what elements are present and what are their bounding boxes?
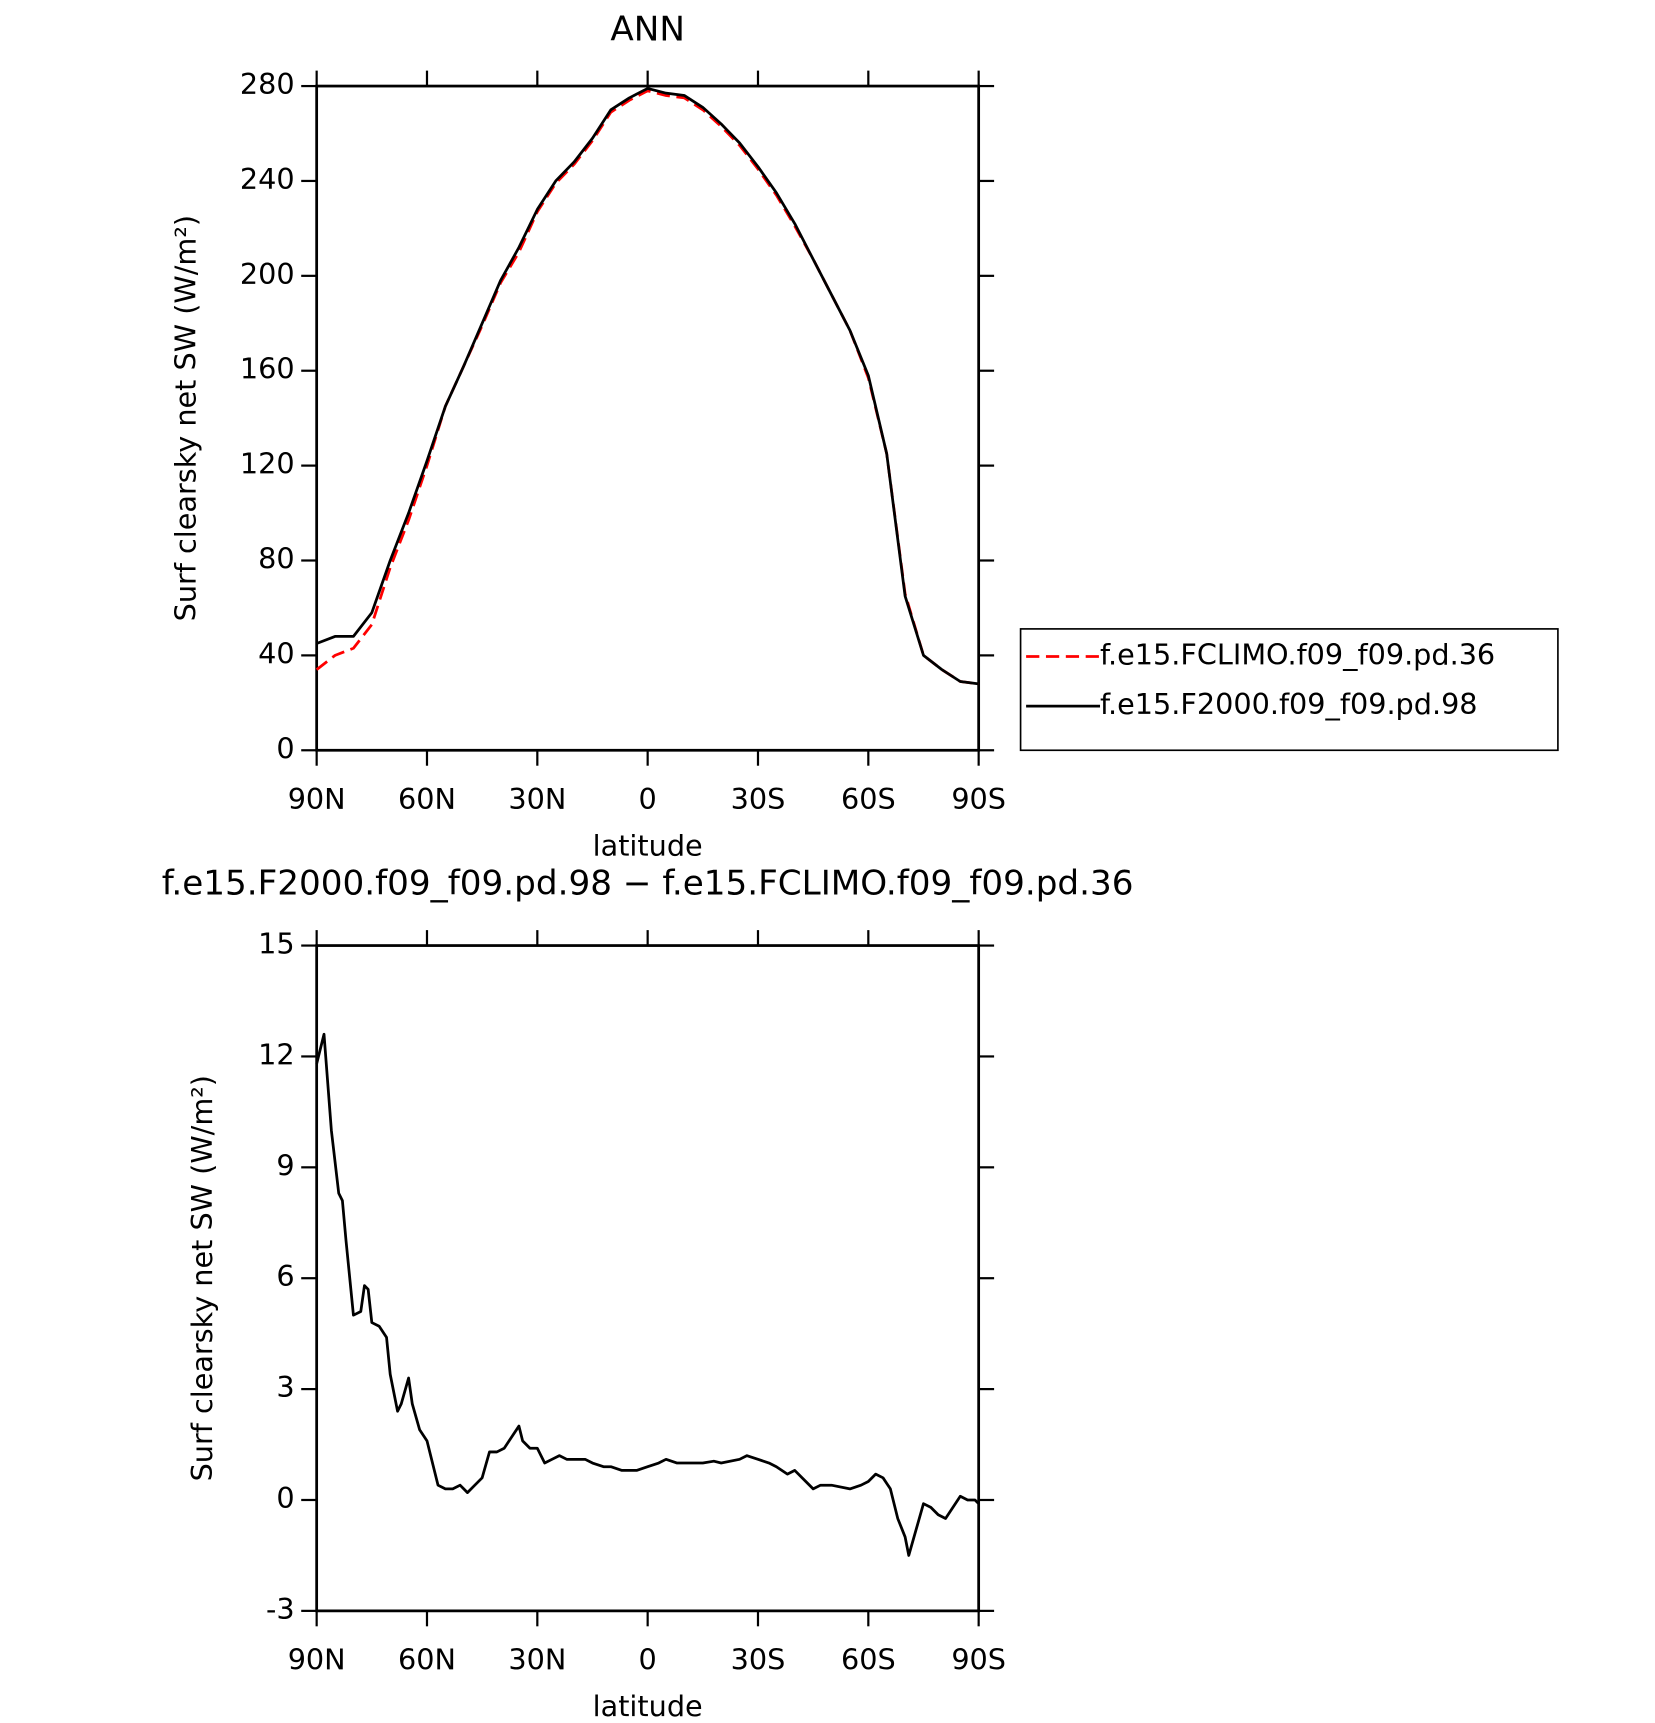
legend-label: f.e15.F2000.f09_f09.pd.98 xyxy=(1100,687,1478,721)
y-tick-label: 9 xyxy=(276,1148,294,1182)
x-tick-label: 0 xyxy=(639,782,657,816)
plot-frame xyxy=(315,944,981,1613)
y-tick-label: 240 xyxy=(240,162,295,196)
chart-title: f.e15.F2000.f09_f09.pd.98 − f.e15.FCLIMO… xyxy=(162,863,1134,903)
x-tick-label: 30N xyxy=(508,782,566,816)
data-line xyxy=(315,1032,980,1557)
y-tick-label: 40 xyxy=(258,636,294,670)
x-tick-label: 30N xyxy=(508,1643,566,1677)
y-tick-label: 80 xyxy=(258,541,294,575)
y-tick-label: 120 xyxy=(240,447,295,481)
series-line xyxy=(316,87,979,686)
x-axis-label: latitude xyxy=(593,828,703,862)
x-tick-label: 30S xyxy=(731,1643,786,1677)
y-tick-label: 3 xyxy=(276,1370,294,1404)
x-tick-label: 0 xyxy=(639,1643,657,1677)
y-tick-label: 160 xyxy=(240,352,295,386)
x-tick-label: 60S xyxy=(841,782,896,816)
x-tick-label: 60S xyxy=(841,1643,896,1677)
legend-box xyxy=(1019,628,1559,752)
x-axis-label: latitude xyxy=(593,1689,703,1719)
x-tick-label: 60N xyxy=(398,782,456,816)
y-tick-label: 200 xyxy=(240,257,295,291)
x-tick-label: 90S xyxy=(951,1643,1006,1677)
y-axis-label: Surf clearsky net SW (W/m²) xyxy=(185,1075,219,1481)
x-tick-label: 90N xyxy=(288,782,346,816)
y-tick-label: 15 xyxy=(258,927,294,961)
x-tick-label: 30S xyxy=(731,782,786,816)
y-axis-label: Surf clearsky net SW (W/m²) xyxy=(169,215,203,621)
y-tick-label: 0 xyxy=(276,1481,294,1515)
y-tick-label: -3 xyxy=(266,1592,295,1626)
y-tick-label: 12 xyxy=(258,1037,294,1071)
y-tick-label: 0 xyxy=(276,731,294,765)
series-line xyxy=(315,89,979,686)
x-tick-label: 90N xyxy=(288,1643,346,1677)
x-tick-label: 90S xyxy=(951,782,1006,816)
x-tick-label: 60N xyxy=(398,1643,456,1677)
y-tick-label: 280 xyxy=(240,67,295,101)
y-tick-label: 6 xyxy=(276,1259,294,1293)
chart-title: ANN xyxy=(610,9,685,49)
legend-label: f.e15.FCLIMO.f09_f09.pd.36 xyxy=(1100,637,1495,671)
